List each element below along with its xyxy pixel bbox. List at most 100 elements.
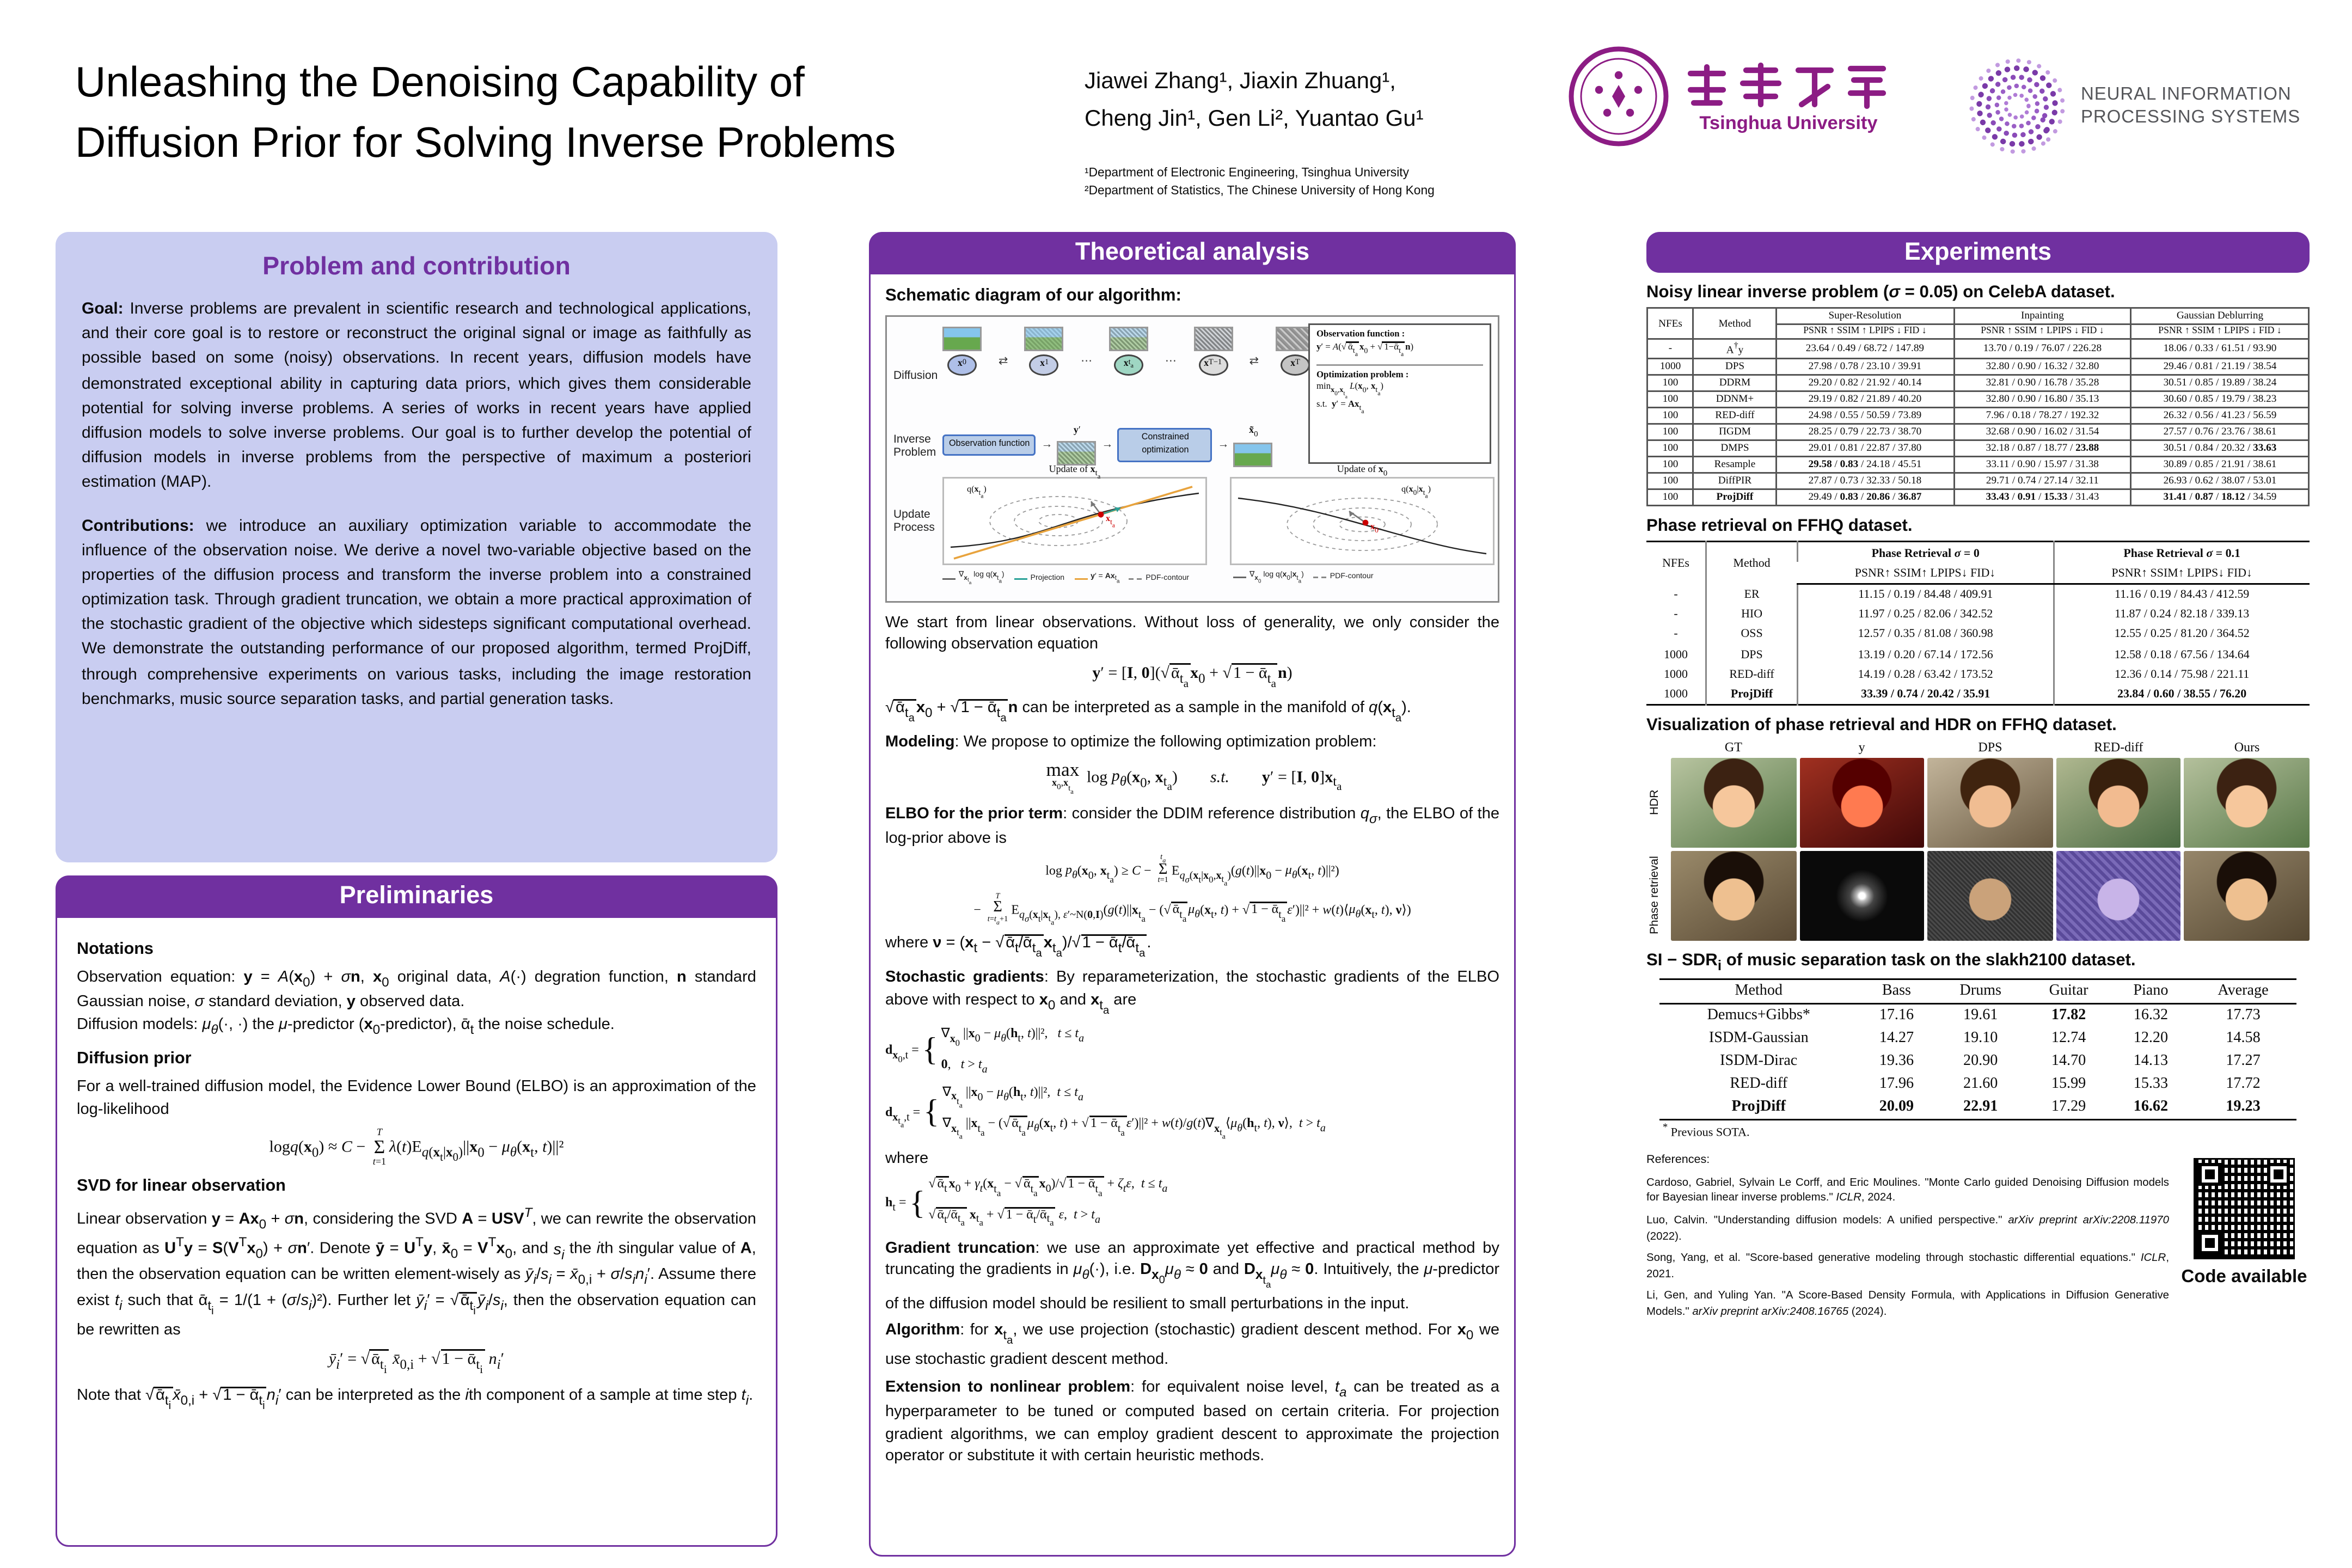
- table-cell: -: [1674, 586, 1678, 601]
- diffusion-row-label: Diffusion: [893, 370, 938, 382]
- algorithm-text: Algorithm: for xta, we use projection (s…: [885, 1322, 1499, 1370]
- xta-point-label: xta: [1106, 513, 1115, 529]
- column-header: Drums: [1935, 978, 2026, 1004]
- table-cell: 19.23: [2226, 1099, 2261, 1116]
- observation-image: y′: [1057, 425, 1097, 465]
- column-header: NFEs: [1646, 307, 1695, 340]
- poster-title: Unleashing the Denoising Capability of D…: [75, 52, 896, 173]
- table-cell: 16.32: [2133, 1007, 2169, 1024]
- table-cell: ER: [1705, 583, 1798, 604]
- celeba-results-table: NFEs Method Super-Resolution Inpainting …: [1646, 307, 2310, 507]
- table-row: 100 DiffPIR 27.87 / 0.73 / 32.33 / 50.18 29…: [1646, 472, 2310, 491]
- column-header: Method: [1659, 978, 1858, 1004]
- legend-item: y′ = Axta: [1074, 569, 1119, 587]
- heavy-noise-thumb: [1193, 326, 1233, 351]
- table-cell: ΠGDM: [1693, 423, 1777, 442]
- qr-finder-icon: [2198, 1232, 2221, 1255]
- tsinghua-logo: Tsinghua University: [1568, 46, 1896, 147]
- table-row: 100 Resample 29.58 / 0.83 / 24.18 / 45.51 3…: [1646, 456, 2310, 474]
- table-cell: DPS: [1705, 644, 1798, 664]
- table-cell: 17.82: [2051, 1007, 2086, 1024]
- title-line-1: Unleashing the Denoising Capability of: [75, 57, 805, 106]
- svd-note: Note that √ ᾱtix̄0,i + √ 1 − ᾱtini′ can be…: [77, 1386, 754, 1412]
- mid-noise-thumb: [1109, 326, 1148, 351]
- table-row: - OSS 12.57 / 0.35 / 81.08 / 360.98 12.55 /…: [1646, 623, 2310, 644]
- stochastic-gradients-text: Stochastic gradients: By reparameterizat…: [885, 969, 1499, 1017]
- table-cell: 29.01 / 0.81 / 22.87 / 37.80: [1775, 439, 1955, 458]
- update-xta-plot-canvas: [950, 485, 1199, 559]
- table-cell: ISDM-Gaussian: [1708, 1030, 1809, 1047]
- viz-column-header: GT: [1724, 739, 1742, 754]
- table-row: PSNR↑ SSIM↑ LPIPS↓ FID↓ PSNR↑ SSIM↑ LPIP…: [1646, 562, 2310, 584]
- table-cell: 21.60: [1963, 1076, 1998, 1093]
- contributions-label: Contributions:: [82, 517, 194, 535]
- svd-text: Linear observation y = Ax0 + σn, conside…: [77, 1204, 756, 1340]
- constrained-optimization-box: Constrained optimization: [1118, 428, 1213, 463]
- legend-label: Projection: [1030, 573, 1065, 581]
- observation-function-formula: y′ = A(√ ᾱtax0 + √ 1−ᾱtan): [1316, 341, 1483, 358]
- update-xta-legend: ∇xta log q(xta) Projection y′ = Axta PDF…: [942, 569, 1217, 587]
- table-row: 100 DMPS 29.01 / 0.81 / 22.87 / 37.80 32.18…: [1646, 439, 2310, 458]
- table-cell: 16.62: [2133, 1099, 2169, 1116]
- table-cell: DPS: [1693, 358, 1777, 376]
- x-tilde-label: x̃0: [1249, 425, 1258, 439]
- table-row: 1000 ProjDiff 33.39 / 0.74 / 20.42 / 35.91…: [1646, 683, 2310, 705]
- elbo-intro-text: ELBO for the prior term: consider the DD…: [885, 805, 1500, 848]
- table-cell: 29.49 / 0.83 / 20.86 / 36.87: [1775, 488, 1955, 507]
- table-row: ISDM-Dirac 19.36 20.90 14.70 14.13 17.27: [1659, 1050, 2296, 1073]
- table-cell: Resample: [1693, 456, 1777, 474]
- table-row: NFEs Method Phase Retrieval σ = 0 Phase …: [1646, 541, 2310, 583]
- table-cell: 28.25 / 0.79 / 22.73 / 38.70: [1775, 423, 1955, 442]
- q-x0-label: q(x0|xta): [1401, 484, 1431, 499]
- table-row: 1000 RED-diff 14.19 / 0.28 / 63.42 / 173.5…: [1646, 663, 2310, 684]
- viz-row-label: Phase retrieval: [1646, 856, 1661, 935]
- tsinghua-caption: Tsinghua University: [1699, 113, 1878, 133]
- projection-marker-icon: [1014, 577, 1027, 579]
- table-cell: 23.84 / 0.60 / 38.55 / 76.20: [2053, 683, 2310, 705]
- table-cell: 1000: [1664, 686, 1688, 701]
- h-formula: ht = {√ ᾱt x0 + γt(xta − √ ᾱtax0)/√ 1 − ᾱta …: [885, 1176, 1168, 1230]
- neurips-logo: NEURAL INFORMATION PROCESSING SYSTEMS: [1967, 56, 2300, 157]
- x-tilde-thumb: [1234, 442, 1273, 467]
- update-xta-plot: Update of xta q(xta) xta: [942, 465, 1207, 565]
- title-line-2: Diffusion Prior for Solving Inverse Prob…: [75, 117, 896, 167]
- column-header: Super-Resolution: [1775, 307, 1955, 325]
- table-cell: Demucs+Gibbs*: [1707, 1007, 1810, 1024]
- table-cell: 17.16: [1879, 1007, 1914, 1024]
- table-cell: ProjDiff: [1705, 683, 1798, 705]
- where-word: where: [885, 1149, 929, 1167]
- update-x0-plot-canvas: [1238, 497, 1487, 554]
- gradient-d1-formula: dx0,t = {∇x0 ||x0 − μθ(ht, t)||², t ≤ ta…: [885, 1025, 1085, 1075]
- table-cell: 33.43 / 0.91 / 15.33 / 31.43: [1952, 488, 2132, 507]
- table-cell: 100: [1646, 488, 1695, 507]
- table-cell: 12.74: [2051, 1030, 2086, 1047]
- code-block: Code available: [2179, 1152, 2310, 1327]
- authors-line-2: Cheng Jin¹, Gen Li², Yuantao Gu¹: [1085, 104, 1424, 131]
- theoretical-analysis-header: Theoretical analysis: [869, 232, 1516, 273]
- table-cell: A†y: [1693, 338, 1777, 360]
- legend-label: PDF-contour: [1146, 573, 1190, 581]
- table-cell: 26.93 / 0.62 / 38.07 / 53.01: [2130, 472, 2310, 491]
- update-xta-plot-title: Update of xta: [1049, 464, 1101, 480]
- table-row: PSNR ↑ SSIM ↑ LPIPS ↓ FID ↓ PSNR ↑ SSIM …: [1647, 323, 2310, 340]
- diffusion-prior-heading: Diffusion prior: [77, 1050, 192, 1069]
- affiliation-2: ²Department of Statistics, The Chinese U…: [1085, 183, 1435, 199]
- x0-point-label: x0: [1370, 522, 1379, 534]
- table-cell: 15.99: [2051, 1076, 2086, 1093]
- table-row: 100 RED-diff 24.98 / 0.55 / 50.59 / 73.89 7…: [1646, 407, 2310, 425]
- schematic-label: Schematic diagram of our algorithm:: [885, 287, 1181, 305]
- column-header: PSNR ↑ SSIM ↑ LPIPS ↓ FID ↓: [1775, 323, 1955, 340]
- dots-icon: ⋯: [1081, 356, 1093, 367]
- table-cell: DiffPIR: [1693, 472, 1777, 491]
- table-cell: 17.72: [2226, 1076, 2261, 1093]
- code-available-label: Code available: [2181, 1267, 2307, 1288]
- problem-contribution-title: Problem and contribution: [262, 253, 571, 281]
